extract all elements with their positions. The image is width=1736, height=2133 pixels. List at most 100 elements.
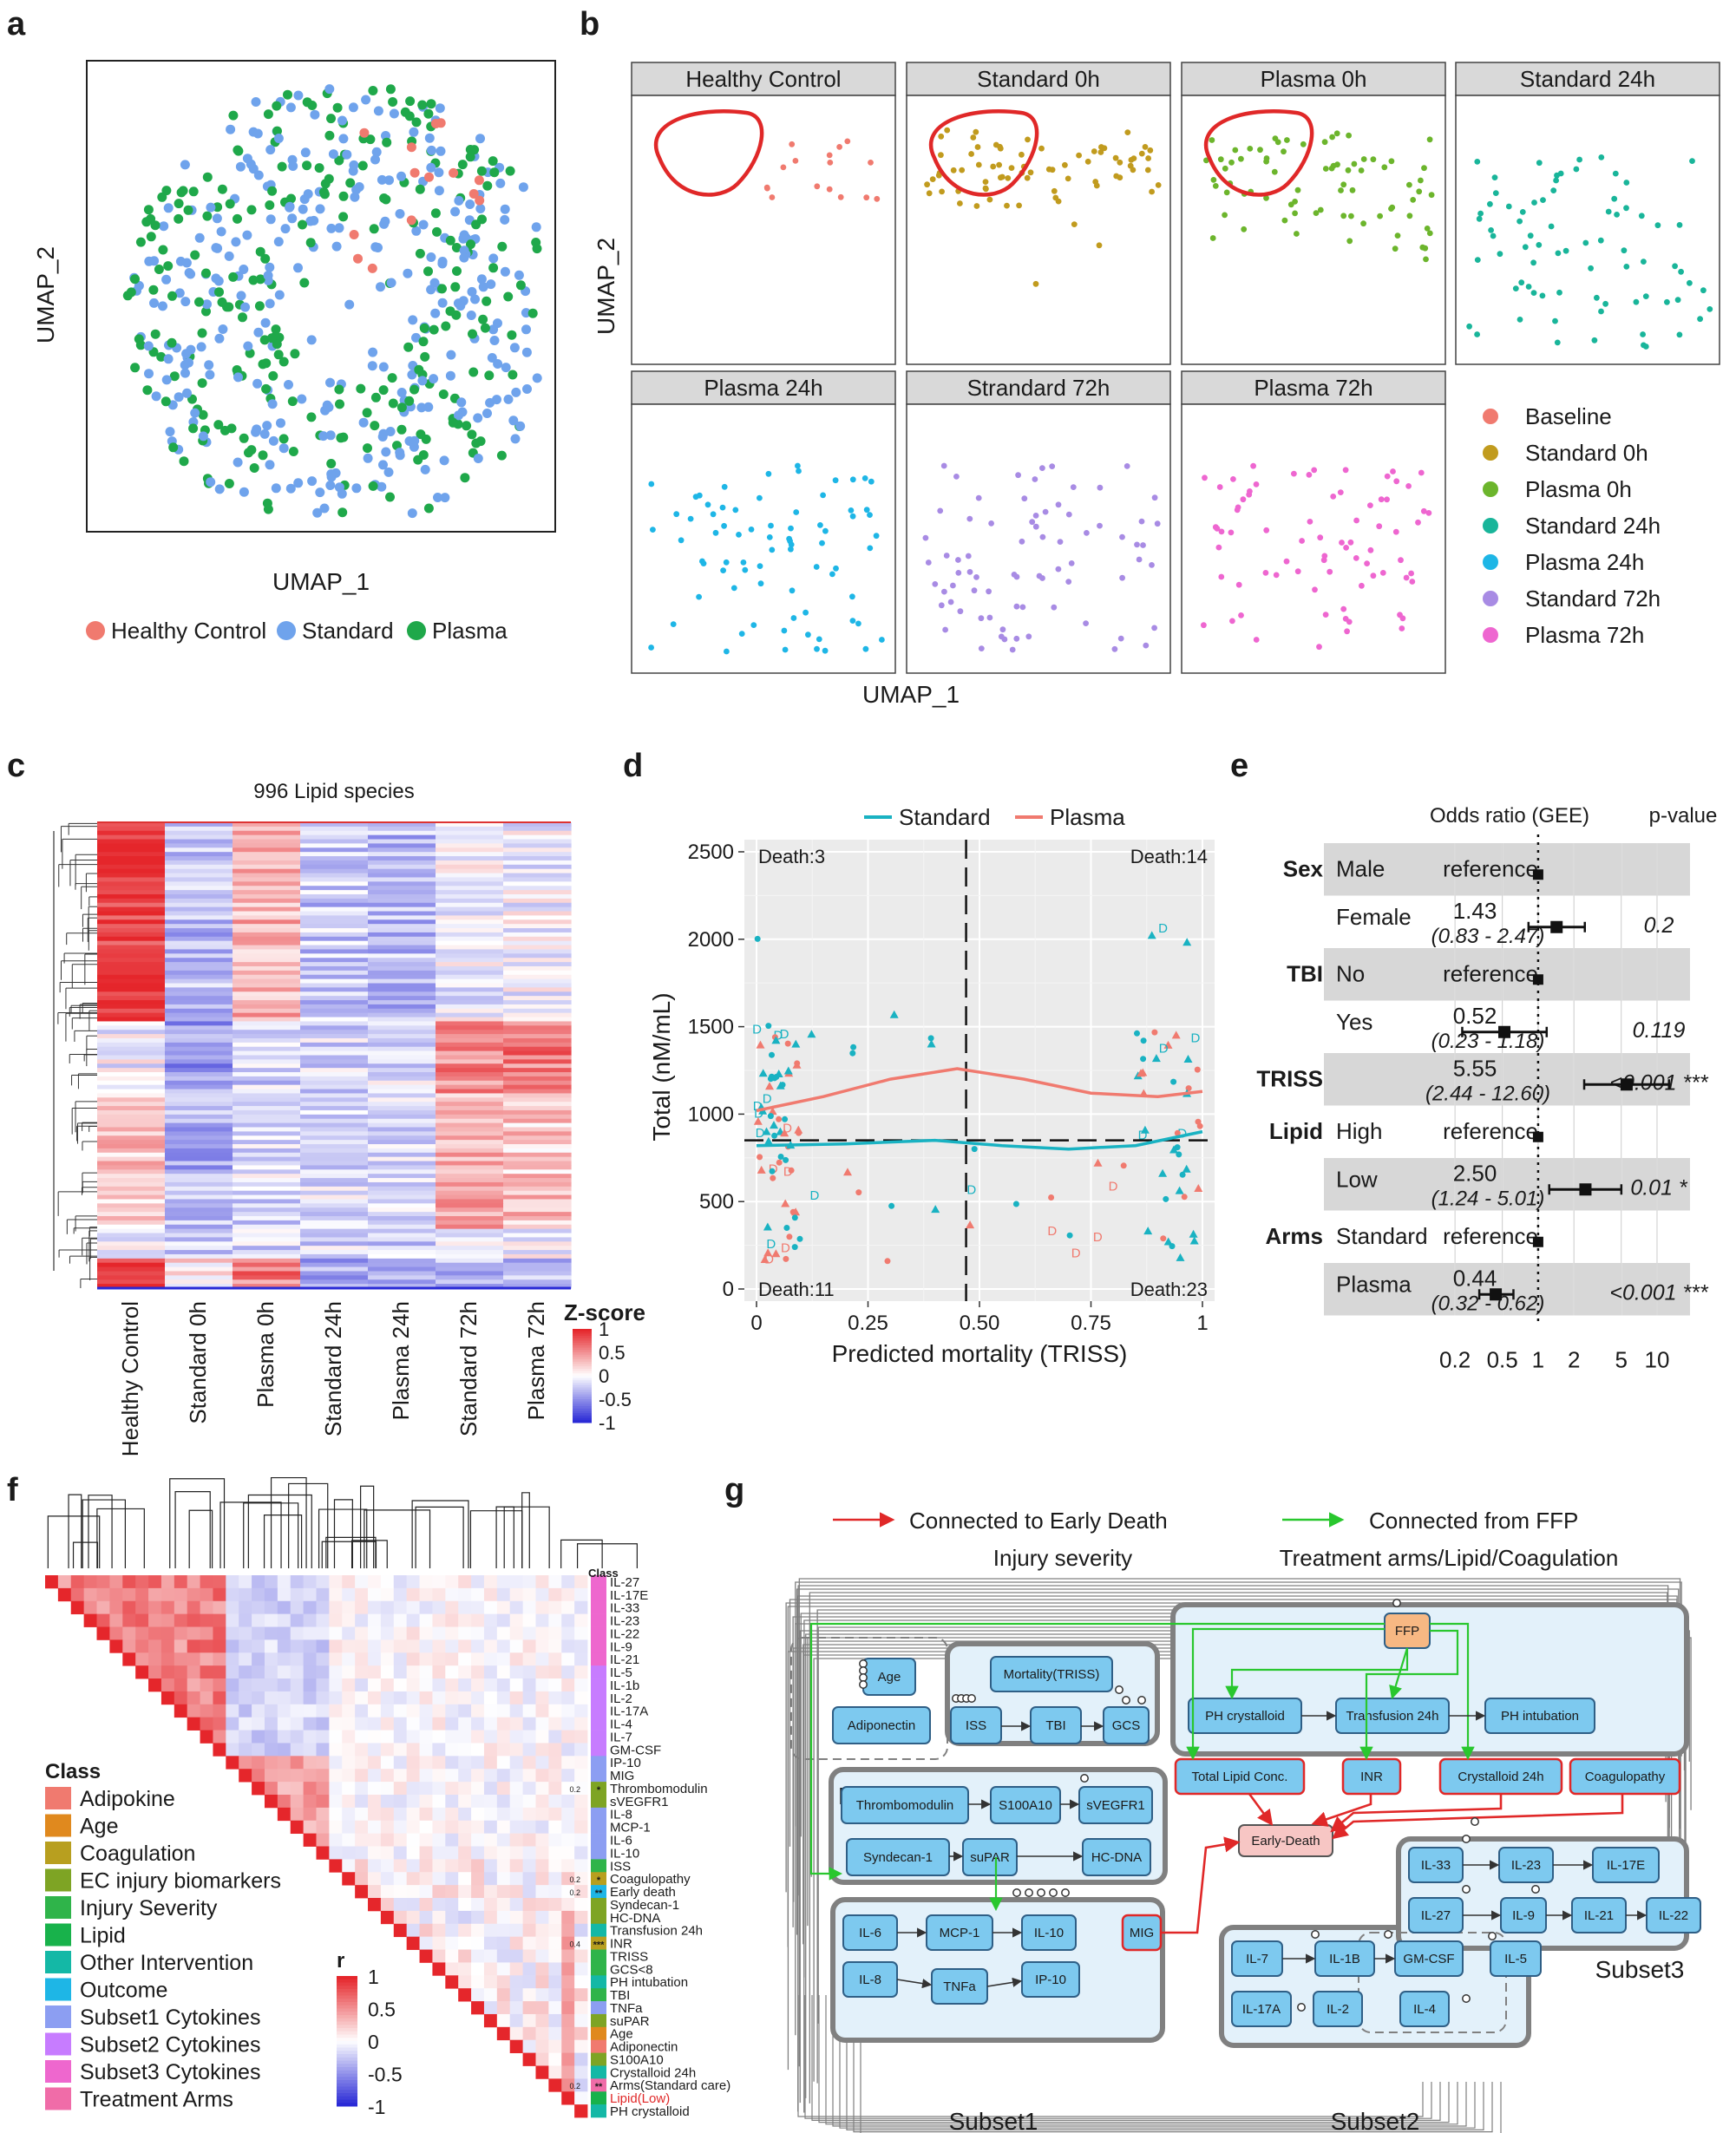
scatter-point bbox=[788, 1167, 795, 1174]
facet-point bbox=[732, 507, 739, 514]
edge-green bbox=[1359, 1629, 1459, 1761]
legend-gradient-step bbox=[337, 2015, 357, 2019]
facet-point bbox=[789, 141, 796, 147]
facet-point bbox=[1674, 297, 1681, 304]
umap-point bbox=[169, 371, 180, 382]
facet-point bbox=[1347, 539, 1354, 546]
corr-cell bbox=[574, 1743, 588, 1757]
corr-cell bbox=[406, 1910, 420, 1925]
heat-cell bbox=[97, 1042, 166, 1048]
corr-cell bbox=[316, 1743, 330, 1757]
facet-point bbox=[1505, 203, 1512, 210]
heat-cell bbox=[368, 953, 436, 959]
facet-point bbox=[692, 494, 699, 501]
corr-cell bbox=[535, 2026, 549, 2041]
corr-cell bbox=[496, 1639, 511, 1653]
corr-cell bbox=[135, 1639, 149, 1653]
facet-point bbox=[937, 507, 944, 514]
heat-cell bbox=[368, 868, 436, 874]
facet-point bbox=[1517, 317, 1523, 323]
legend-label-red: Connected to Early Death bbox=[909, 1508, 1168, 1534]
facet-point bbox=[975, 161, 982, 168]
umap-point bbox=[389, 108, 399, 119]
scatter-triangle bbox=[1189, 1229, 1198, 1238]
heat-cell bbox=[368, 1178, 436, 1183]
facet-point bbox=[1292, 210, 1298, 217]
corr-cell bbox=[496, 1626, 511, 1640]
umap-point bbox=[265, 298, 275, 309]
heat-cell bbox=[503, 860, 572, 866]
heat-cell bbox=[436, 1021, 504, 1026]
heat-cell bbox=[233, 974, 301, 980]
corr-cell bbox=[57, 1587, 72, 1602]
heat-cell bbox=[233, 822, 301, 828]
heat-cell bbox=[165, 1050, 233, 1057]
corr-cell bbox=[342, 1691, 356, 1705]
umap-point bbox=[445, 235, 455, 245]
scatter-point bbox=[770, 1174, 776, 1181]
heat-cell bbox=[436, 1072, 504, 1077]
facet-point bbox=[1076, 152, 1082, 159]
corr-cell bbox=[535, 2039, 549, 2053]
umap-point bbox=[285, 202, 295, 213]
dendro-branch bbox=[188, 1509, 213, 1568]
heat-cell bbox=[165, 1207, 233, 1213]
heat-cell bbox=[368, 962, 436, 967]
corr-cell bbox=[213, 1730, 226, 1744]
umap-point bbox=[445, 370, 455, 381]
umap-point bbox=[356, 383, 366, 394]
network-node-label: PH crystalloid bbox=[1205, 1709, 1285, 1724]
heat-cell bbox=[436, 1178, 504, 1183]
umap-point bbox=[496, 450, 507, 461]
umap-point bbox=[280, 224, 291, 234]
heat-cell bbox=[97, 902, 166, 908]
heat-cell bbox=[436, 1063, 504, 1069]
class-cell bbox=[591, 1639, 606, 1653]
facet-point bbox=[1101, 145, 1108, 152]
heat-cell bbox=[436, 915, 504, 920]
heat-cell bbox=[436, 1037, 504, 1044]
corr-cell bbox=[458, 1613, 472, 1627]
corr-cell bbox=[109, 1613, 123, 1627]
corr-cell bbox=[471, 1639, 485, 1653]
corr-cell bbox=[432, 1769, 446, 1783]
corr-cell bbox=[458, 1936, 472, 1950]
class-cell bbox=[591, 1936, 606, 1950]
scatter-triangle bbox=[760, 1255, 770, 1263]
umap-point bbox=[265, 460, 275, 470]
edge-grey bbox=[804, 1995, 1432, 2119]
scatter-point bbox=[1151, 1029, 1158, 1036]
corr-cell bbox=[174, 1678, 188, 1692]
corr-cell bbox=[380, 1885, 395, 1899]
corr-cell bbox=[483, 1678, 498, 1692]
heat-cell bbox=[233, 906, 301, 913]
heat-cell bbox=[503, 965, 572, 972]
corr-cell bbox=[122, 1652, 136, 1666]
forest-or-value: 0.52 bbox=[1453, 1003, 1497, 1029]
heatmap-column-label: Standard 72h bbox=[455, 1301, 481, 1436]
corr-cell bbox=[561, 1639, 575, 1653]
corr-cell bbox=[574, 1652, 588, 1666]
umap-point bbox=[373, 106, 383, 116]
heat-cell bbox=[300, 996, 369, 1001]
umap-point bbox=[265, 214, 276, 225]
corr-cell bbox=[226, 1575, 239, 1589]
heat-cell bbox=[233, 898, 301, 904]
corr-cell bbox=[368, 1652, 382, 1666]
umap-point bbox=[161, 274, 172, 285]
facet-point bbox=[1406, 213, 1413, 219]
heat-cell bbox=[165, 1021, 233, 1026]
heat-cell bbox=[503, 1037, 572, 1044]
facet-point bbox=[1032, 476, 1038, 482]
heat-cell bbox=[97, 987, 166, 992]
heat-cell bbox=[165, 1216, 233, 1221]
facet-point bbox=[1409, 579, 1416, 585]
heat-cell bbox=[503, 1004, 572, 1010]
heat-cell bbox=[233, 877, 301, 882]
heat-cell bbox=[97, 898, 166, 904]
class-cell bbox=[591, 2026, 606, 2041]
umap-point bbox=[263, 109, 273, 120]
heat-cell bbox=[233, 881, 301, 887]
umap-point bbox=[214, 287, 224, 298]
scatter-point bbox=[1120, 1162, 1127, 1169]
